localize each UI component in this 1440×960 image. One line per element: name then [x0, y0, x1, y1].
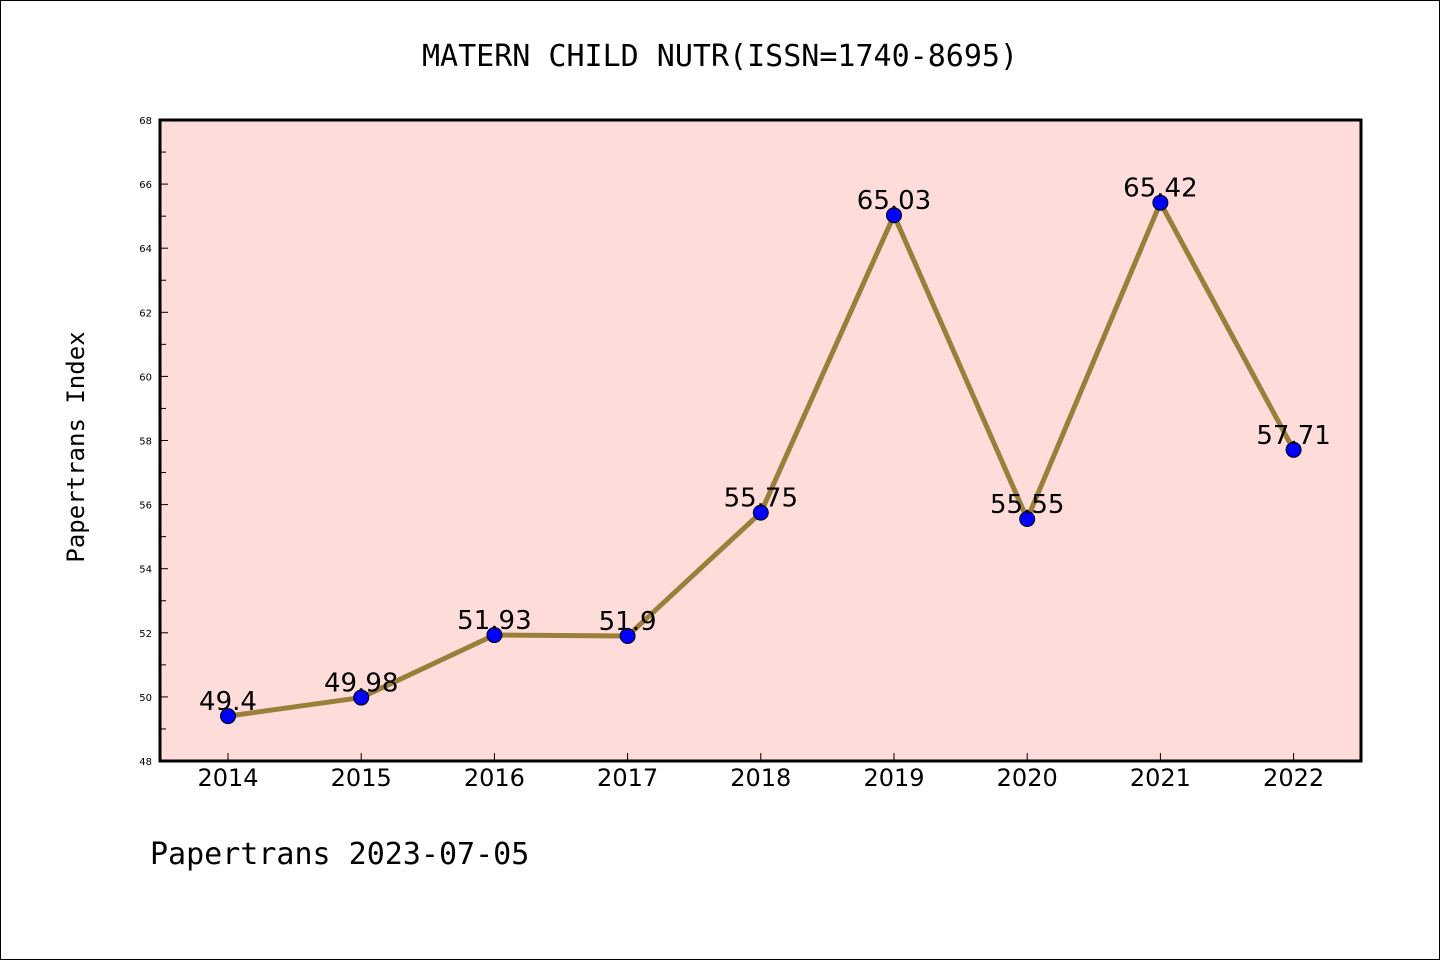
data-point: [220, 708, 236, 725]
data-point: [353, 689, 370, 706]
y-tick-label: 50: [139, 693, 152, 704]
x-tick-label: 2018: [730, 764, 791, 792]
plot-area: [158, 118, 1363, 763]
data-label: 49.98: [324, 669, 398, 699]
data-label: 51.9: [599, 607, 657, 637]
x-tick-label: 2014: [197, 764, 258, 792]
y-tick-label: 56: [139, 501, 152, 512]
data-point: [886, 207, 902, 224]
data-point: [1152, 194, 1169, 211]
y-tick-label: 64: [139, 244, 152, 255]
y-axis: 48 50 52 54 56 58 60 62 64 66 68: [139, 116, 168, 768]
x-tick-label: 2015: [331, 764, 392, 792]
data-point: [619, 628, 636, 645]
y-tick-label: 52: [139, 629, 152, 640]
chart-title: MATERN CHILD NUTR(ISSN=1740-8695): [422, 39, 1018, 74]
x-tick-label: 2020: [997, 764, 1058, 792]
x-tick-label: 2021: [1130, 764, 1191, 792]
y-tick-label: 62: [139, 308, 152, 319]
x-tick-label: 2022: [1263, 764, 1324, 792]
data-label: 55.75: [724, 484, 798, 514]
data-label: 65.03: [857, 186, 931, 216]
x-axis: 2014 2015 2016 2017 2018 2019 2020 2021 2022: [197, 753, 1324, 792]
y-tick-label: 58: [139, 437, 152, 448]
data-point: [486, 627, 503, 644]
data-label: 55.55: [990, 490, 1064, 520]
data-markers: [220, 194, 1302, 725]
data-label: 49.4: [199, 687, 257, 717]
x-tick-label: 2019: [863, 764, 924, 792]
data-label: 57.71: [1256, 421, 1330, 451]
data-labels: 49.4 49.98 51.93 51.9 55.75 65.03 55.55 65.42 57…: [199, 174, 1331, 717]
data-point: [752, 504, 769, 521]
data-label: 65.42: [1123, 174, 1197, 204]
y-tick-label: 68: [139, 116, 152, 127]
y-tick-label: 48: [139, 757, 152, 768]
y-tick-label: 60: [139, 372, 152, 383]
data-point: [1019, 511, 1036, 528]
y-axis-label: Papertrans Index: [62, 331, 90, 562]
x-tick-label: 2017: [597, 764, 658, 792]
data-point: [1285, 441, 1302, 458]
footer-text: Papertrans 2023-07-05: [150, 837, 529, 872]
y-tick-label: 66: [139, 180, 152, 191]
data-label: 51.93: [457, 606, 531, 636]
y-tick-label: 54: [139, 565, 152, 576]
x-tick-label: 2016: [464, 764, 525, 792]
